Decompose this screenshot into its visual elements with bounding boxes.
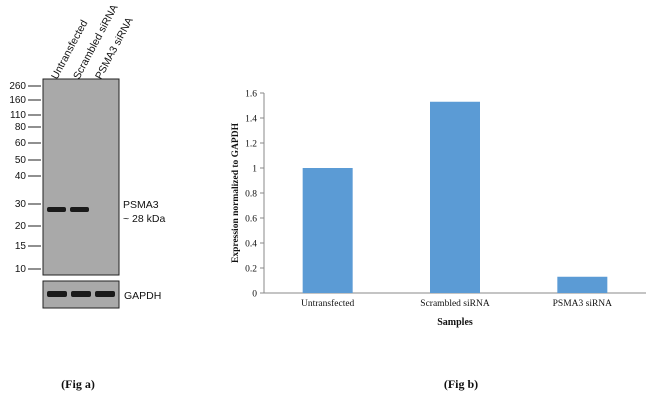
x-axis-label: Samples — [437, 317, 473, 328]
y-tick-label: 1 — [252, 165, 257, 175]
y-axis-label: Expression normalized to GAPDH — [231, 122, 241, 263]
y-tick-label: 1.2 — [245, 140, 257, 150]
gapdh-band-untransfected — [47, 291, 67, 297]
y-tick-labels: 0 0.2 0.4 0.6 0.8 1 1.2 1.4 1.6 — [245, 90, 264, 300]
bar — [430, 101, 480, 293]
fig-a-caption: (Fig a) — [61, 377, 95, 391]
y-tick-label: 0.8 — [245, 190, 257, 200]
band-size-label: ~ 28 kDa — [123, 213, 165, 225]
x-tick-label: PSMA3 siRNA — [553, 299, 613, 309]
gapdh-band-psma3 — [95, 291, 115, 297]
marker-label: 40 — [15, 171, 27, 182]
western-blot-panel: Untransfected Scrambled siRNA PSMA3 siRN… — [9, 3, 165, 391]
x-tick-labels: Untransfected Scrambled siRNA PSMA3 siRNA — [301, 298, 612, 309]
marker-label: 10 — [15, 264, 27, 275]
marker-label: 110 — [10, 110, 26, 121]
y-tick-label: 0 — [252, 290, 257, 300]
y-tick-label: 0.2 — [245, 265, 257, 275]
marker-label: 260 — [9, 81, 26, 92]
marker-label: 80 — [15, 122, 27, 133]
marker-label: 20 — [15, 221, 27, 232]
loading-control-label: GAPDH — [124, 290, 161, 302]
y-tick-label: 1.6 — [245, 90, 257, 100]
y-tick-label: 0.4 — [245, 240, 257, 250]
psma3-band-scrambled — [70, 207, 89, 212]
bar — [557, 276, 608, 293]
x-tick-label: Scrambled siRNA — [420, 299, 490, 309]
marker-ladder: 260 160 110 80 60 50 40 30 20 15 10 — [9, 81, 41, 275]
psma3-band-untransfected — [47, 207, 66, 212]
x-tick-label: Untransfected — [301, 298, 355, 309]
band-label: PSMA3 — [123, 199, 159, 211]
y-tick-label: 0.6 — [245, 215, 257, 225]
marker-label: 50 — [15, 155, 27, 166]
y-tick-label: 1.4 — [245, 115, 257, 125]
marker-label: 30 — [15, 199, 27, 210]
bar-chart: 0 0.2 0.4 0.6 0.8 1 1.2 1.4 1.6 Untransfected Scr… — [231, 90, 646, 391]
marker-label: 60 — [15, 138, 27, 149]
bar — [302, 168, 353, 293]
fig-b-caption: (Fig b) — [444, 377, 478, 391]
bars — [302, 101, 608, 293]
marker-label: 15 — [15, 241, 27, 252]
marker-label: 160 — [9, 95, 26, 106]
blot-membrane — [42, 78, 120, 276]
gapdh-band-scrambled — [71, 291, 91, 297]
